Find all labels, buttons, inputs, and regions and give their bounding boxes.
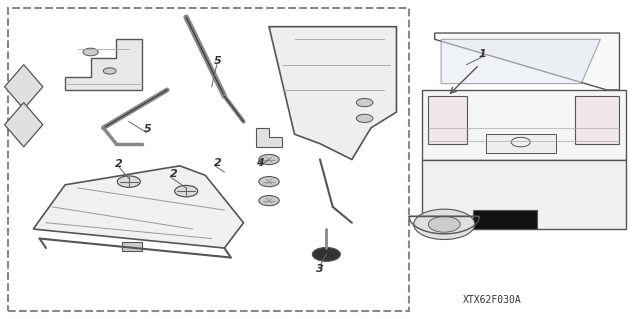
Polygon shape: [435, 33, 620, 90]
Circle shape: [356, 99, 373, 107]
Text: 1: 1: [479, 48, 486, 59]
Polygon shape: [575, 96, 620, 144]
Text: 5: 5: [214, 56, 222, 66]
Polygon shape: [422, 160, 626, 229]
Circle shape: [356, 114, 373, 122]
Polygon shape: [422, 90, 626, 160]
Polygon shape: [256, 128, 282, 147]
Circle shape: [413, 209, 475, 240]
Circle shape: [259, 196, 279, 206]
Text: XTX62F030A: XTX62F030A: [463, 295, 522, 305]
Circle shape: [103, 68, 116, 74]
Text: 5: 5: [144, 124, 152, 135]
Polygon shape: [428, 96, 467, 144]
Circle shape: [259, 154, 279, 165]
Polygon shape: [65, 39, 141, 90]
Circle shape: [428, 216, 460, 232]
Circle shape: [259, 177, 279, 187]
Polygon shape: [33, 166, 244, 248]
Text: 2: 2: [170, 169, 177, 179]
Circle shape: [175, 185, 198, 197]
Circle shape: [83, 48, 99, 56]
Polygon shape: [4, 103, 43, 147]
Text: 3: 3: [316, 263, 324, 274]
Text: 2: 2: [115, 159, 123, 169]
Bar: [8, 8, 409, 311]
Polygon shape: [473, 210, 537, 229]
Circle shape: [312, 248, 340, 261]
Polygon shape: [122, 242, 141, 251]
Text: 2: 2: [214, 158, 222, 168]
Polygon shape: [441, 39, 600, 84]
Text: 4: 4: [255, 158, 263, 168]
Polygon shape: [486, 134, 556, 153]
Polygon shape: [4, 65, 43, 109]
Polygon shape: [269, 27, 396, 160]
Circle shape: [117, 176, 140, 187]
